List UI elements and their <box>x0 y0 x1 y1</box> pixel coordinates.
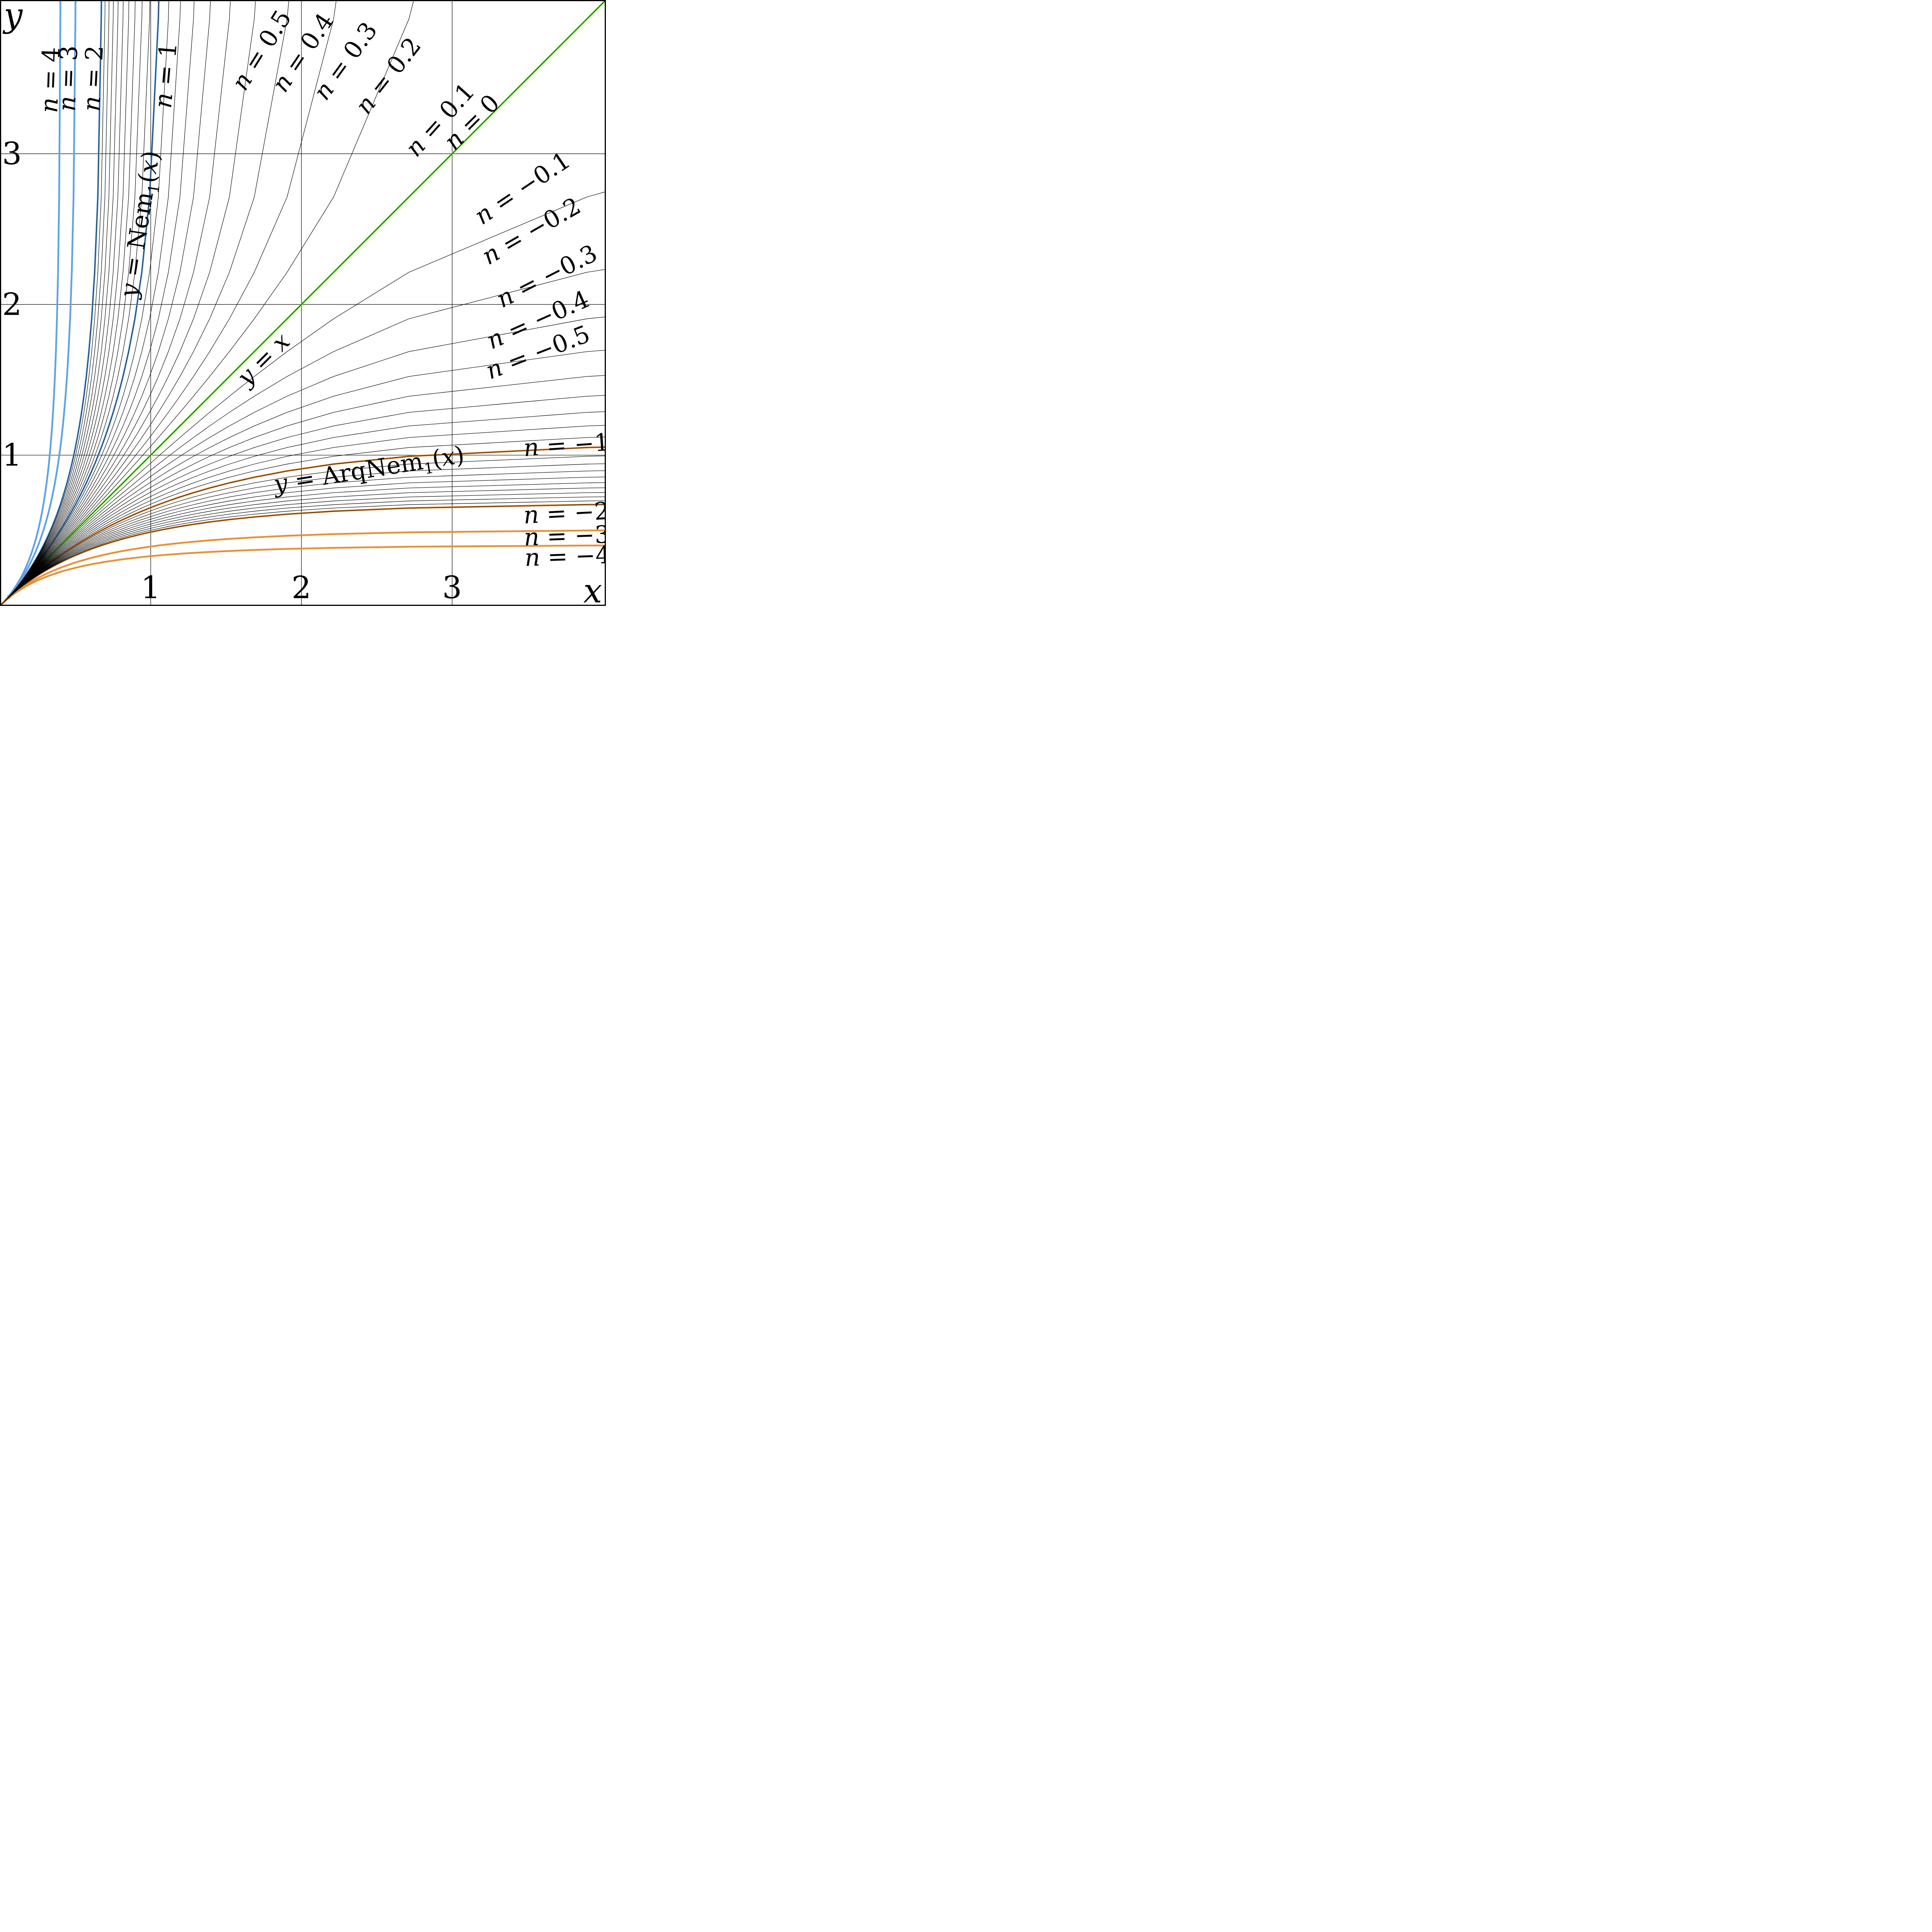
thin-curve-n-2 <box>1 0 102 605</box>
x-tick-3: 3 <box>442 570 462 605</box>
x-axis-label: x <box>583 572 602 606</box>
curve-label: n = 1 <box>148 41 183 110</box>
x-tick-2: 2 <box>291 570 311 605</box>
curve-family-plot <box>0 0 606 606</box>
curve-n--4 <box>0 544 606 606</box>
curve-label: n = −1 <box>522 428 606 462</box>
y-axis-label: y <box>3 0 23 35</box>
curve-label: n = −4 <box>524 541 606 572</box>
curve-label: n = 2 <box>77 44 109 112</box>
plot-frame <box>0 0 606 606</box>
y-tick-2: 2 <box>2 286 22 322</box>
y-tick-1: 1 <box>2 437 22 473</box>
thin-curve-fan <box>1 0 606 605</box>
x-tick-1: 1 <box>141 570 161 605</box>
gridlines <box>0 0 606 606</box>
y-tick-3: 3 <box>2 136 22 172</box>
